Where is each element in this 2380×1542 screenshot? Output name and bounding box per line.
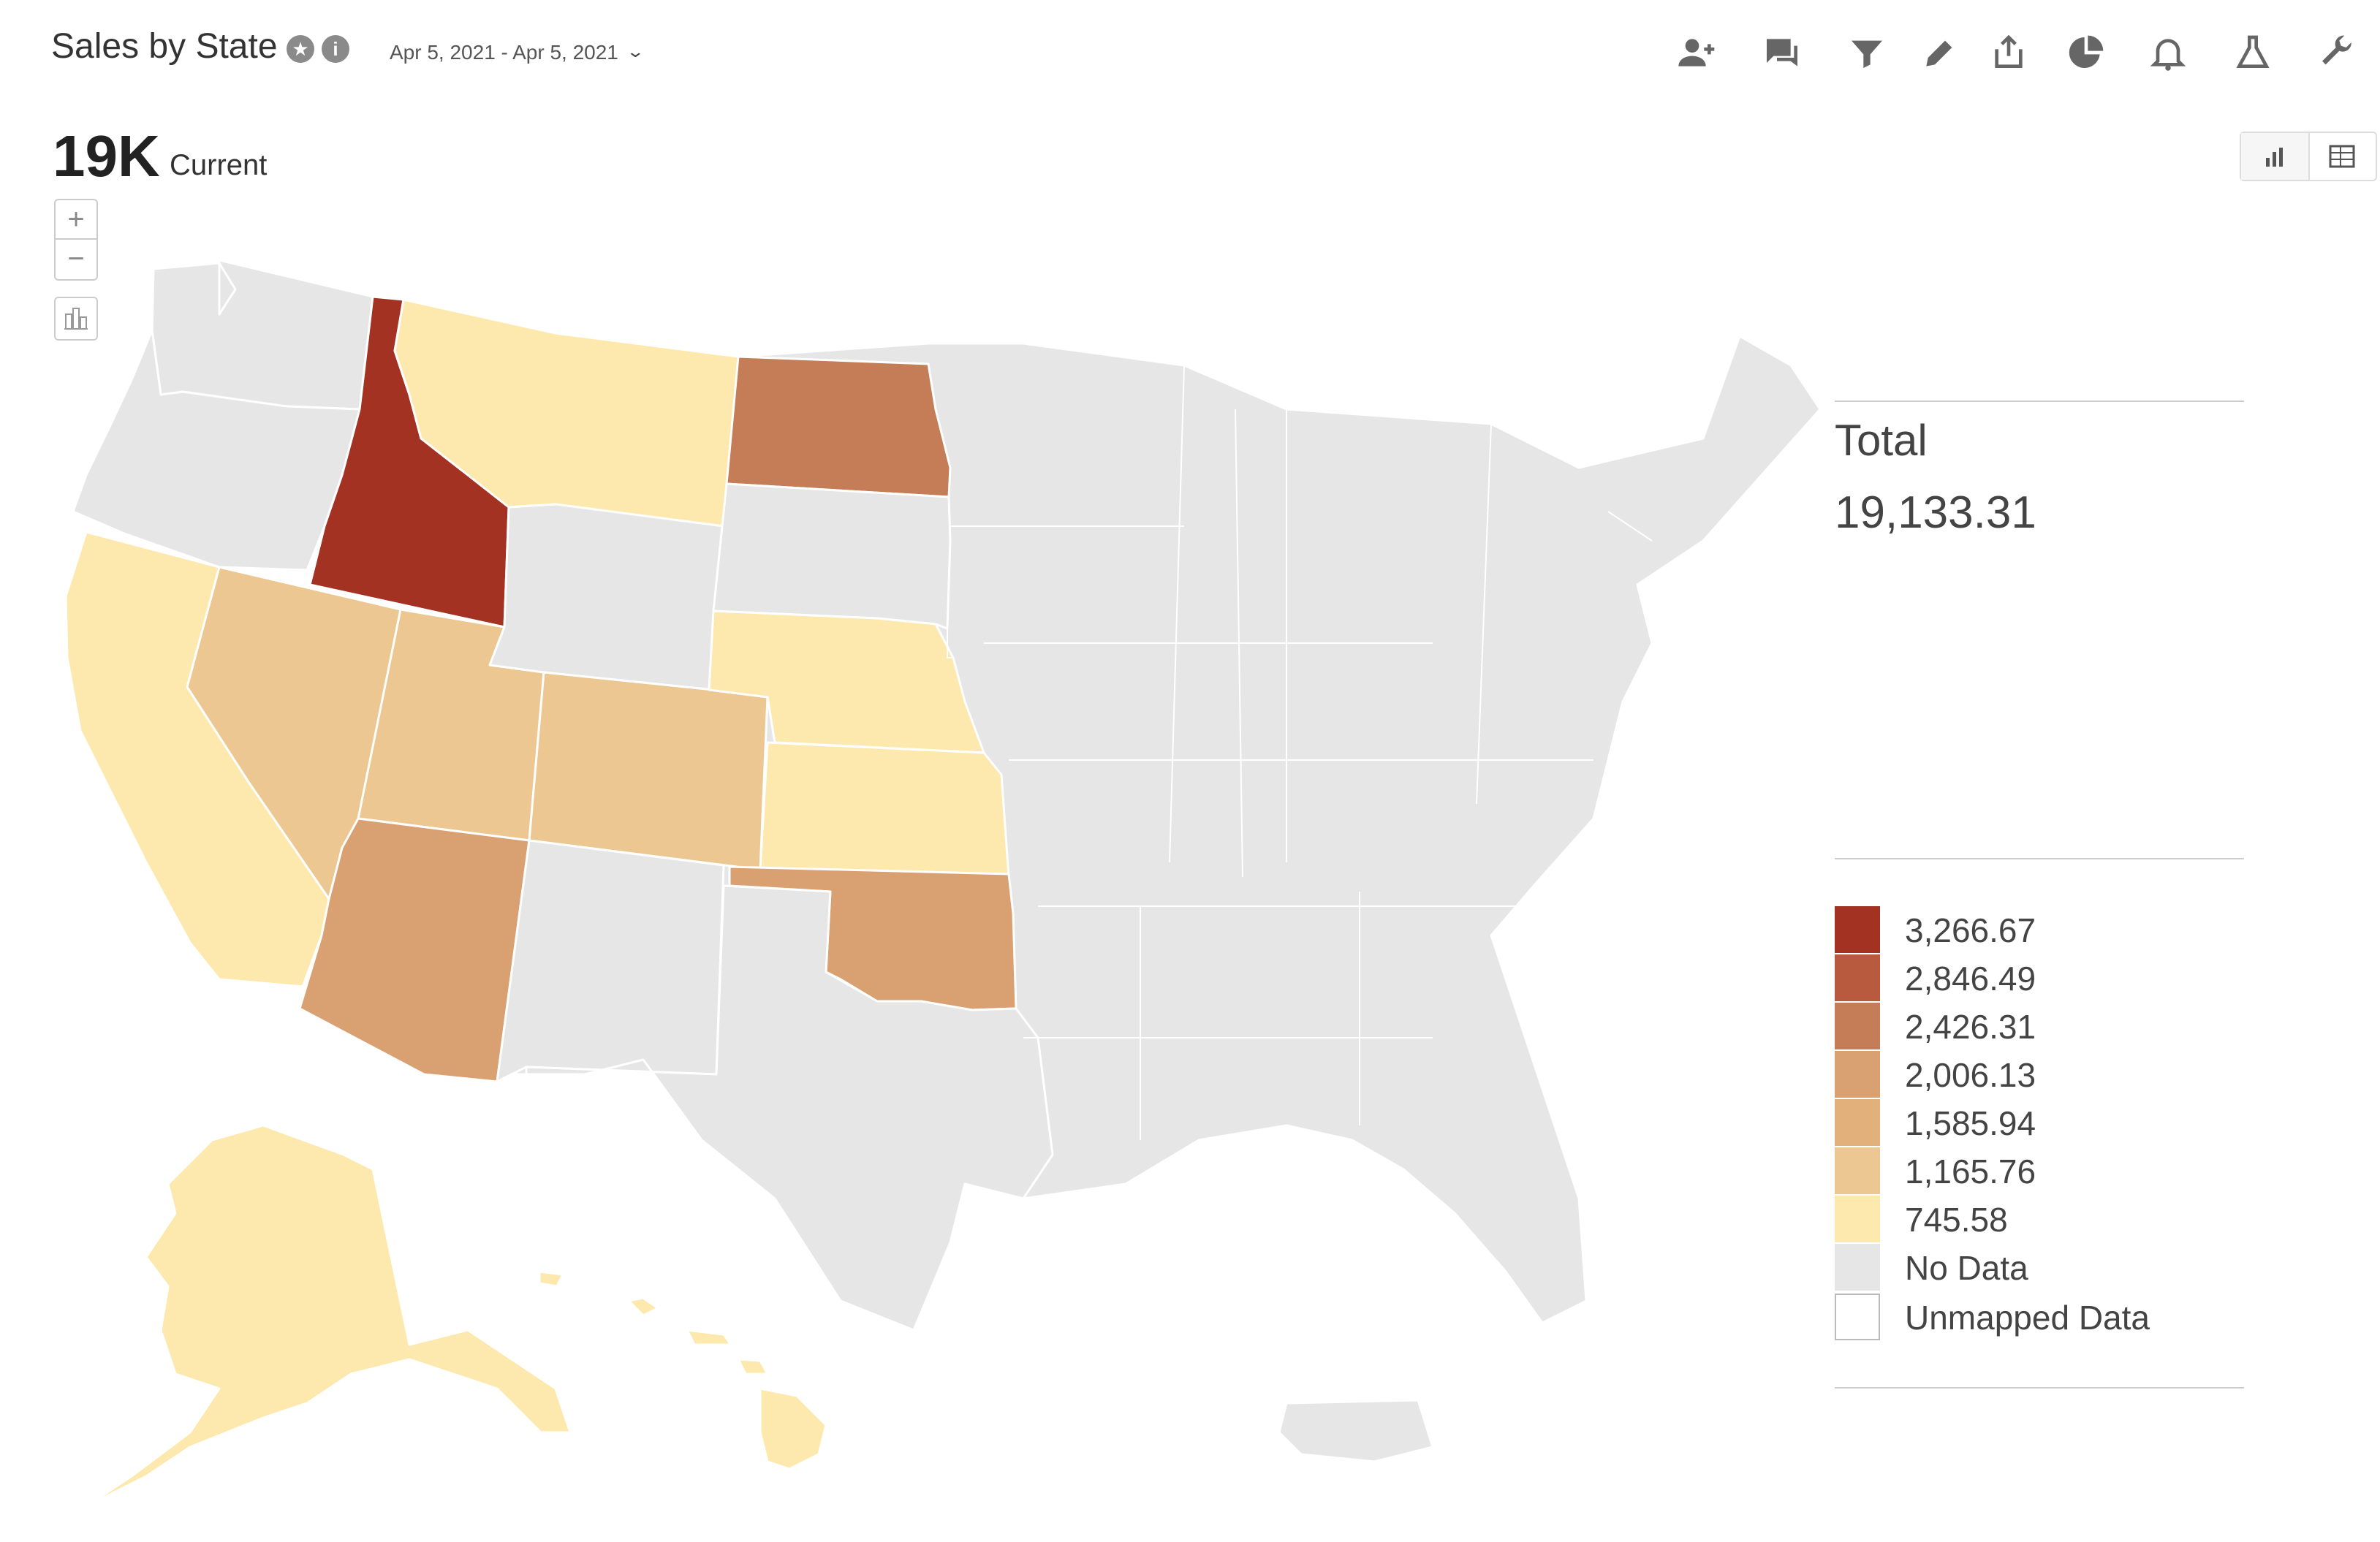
current-value: 19K [53, 124, 160, 189]
pie-chart-icon[interactable] [2066, 32, 2107, 73]
legend-swatch [1835, 1051, 1880, 1098]
info-icon[interactable]: i [322, 35, 349, 63]
zoom-in-button[interactable]: + [56, 200, 96, 240]
chevron-down-icon: ⌄ [626, 42, 645, 61]
legend-label: No Data [1905, 1249, 2028, 1287]
map-reset-icon[interactable] [54, 297, 98, 341]
state-borders [947, 365, 1653, 1140]
legend-label: 1,165.76 [1905, 1152, 2036, 1190]
table-icon[interactable] [2308, 133, 2376, 180]
bell-icon[interactable] [2148, 32, 2188, 73]
filter-icon[interactable] [1846, 32, 1887, 73]
state-new-mexico[interactable] [496, 839, 725, 1083]
divider [1835, 1387, 2244, 1389]
state-hawaii[interactable] [686, 1329, 732, 1346]
state-kansas[interactable] [759, 741, 1010, 878]
legend-label: 2,006.13 [1905, 1056, 2036, 1094]
zoom-out-button[interactable]: − [67, 243, 85, 275]
bar-chart-icon[interactable] [2241, 133, 2310, 180]
legend-label: Unmapped Data [1905, 1299, 2150, 1337]
legend-label: 2,426.31 [1905, 1008, 2036, 1046]
view-toggle [2240, 132, 2377, 181]
date-range-label: Apr 5, 2021 - Apr 5, 2021 [390, 41, 618, 64]
legend-label: 745.58 [1905, 1201, 2008, 1239]
state-oregon[interactable] [72, 329, 367, 571]
pencil-icon[interactable] [1919, 32, 1960, 73]
total-label: Total [1835, 416, 1928, 465]
page-title: Sales by State [51, 27, 278, 66]
share-icon[interactable] [1988, 32, 2029, 73]
legend-swatch [1835, 1294, 1880, 1340]
flask-icon[interactable] [2232, 32, 2273, 73]
state-texas[interactable] [525, 884, 1054, 1332]
total-value: 19,133.31 [1835, 487, 2036, 538]
state-wyoming[interactable] [488, 503, 725, 691]
legend-swatch [1835, 906, 1880, 953]
wrench-icon[interactable] [2317, 32, 2358, 73]
state-hawaii[interactable] [627, 1296, 659, 1317]
comments-icon[interactable] [1762, 32, 1803, 73]
legend-swatch [1835, 1244, 1880, 1291]
zoom-controls: + − [54, 199, 98, 281]
legend-label: 1,585.94 [1905, 1104, 2036, 1142]
divider [1835, 858, 2244, 859]
state-north-dakota[interactable] [725, 355, 952, 498]
state-nebraska[interactable] [708, 609, 985, 754]
state-hawaii[interactable] [759, 1387, 827, 1470]
current-label: Current [170, 149, 268, 181]
state-colorado[interactable] [528, 671, 769, 871]
date-range-selector[interactable]: Apr 5, 2021 - Apr 5, 2021 ⌄ [390, 41, 645, 64]
state-washington[interactable] [151, 259, 374, 411]
add-user-icon[interactable] [1677, 32, 1718, 73]
state-puerto-rico[interactable] [1278, 1399, 1434, 1463]
legend-swatch [1835, 1099, 1880, 1146]
state-hawaii[interactable] [737, 1358, 769, 1375]
legend-swatch [1835, 1147, 1880, 1194]
certified-icon[interactable]: ★ [287, 35, 314, 63]
state-alaska[interactable] [86, 1124, 572, 1507]
legend-swatch [1835, 1003, 1880, 1049]
legend-swatch [1835, 954, 1880, 1001]
state-hawaii[interactable] [538, 1270, 564, 1288]
legend-label: 3,266.67 [1905, 911, 2036, 949]
legend-swatch [1835, 1196, 1880, 1242]
divider [1835, 400, 2244, 402]
legend-label: 2,846.49 [1905, 960, 2036, 998]
state-south-dakota[interactable] [712, 482, 952, 630]
